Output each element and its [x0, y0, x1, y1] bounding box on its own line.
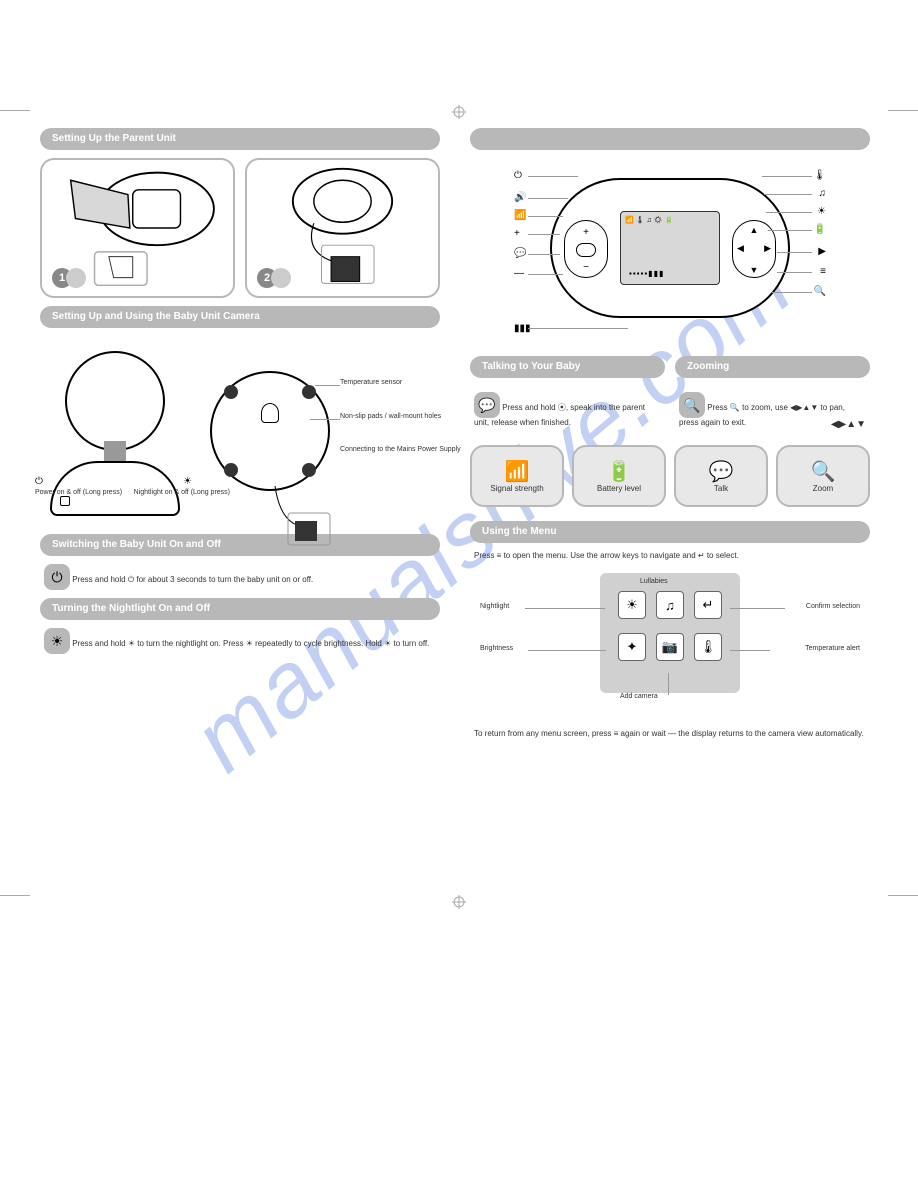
tile-signal: 📶 Signal strength	[470, 445, 564, 507]
menu-intro: Press ≡ to open the menu. Use the arrow …	[474, 551, 866, 561]
lbl-sun-icon: ☀	[817, 206, 826, 217]
tile-label: Zoom	[813, 484, 833, 493]
lbl-power-icon: ⏻	[514, 170, 522, 181]
crop-mark	[0, 110, 30, 111]
power-icon: ⏻	[35, 476, 43, 487]
section-parent-unit	[470, 128, 870, 150]
menu-temp-icon: 🌡	[694, 633, 722, 661]
camera-diagram: ⏻ ☀ Power on & off (Long press) Nightlig…	[40, 336, 440, 526]
tile-label: Signal strength	[490, 484, 543, 493]
step-badge-1: 1	[52, 268, 80, 288]
zoom-note: 🔍 Press 🔍 to zoom, use ◀▶▲▼ to pan, pres…	[679, 392, 866, 431]
camera-front-view: ⏻ ☀ Power on & off (Long press) Nightlig…	[40, 341, 190, 521]
power-desc: Press and hold ⏻ for about 3 seconds to …	[72, 575, 313, 584]
zoom-icon: 🔍	[811, 459, 836, 484]
step-dot	[66, 268, 86, 288]
lbl-temp-icon: 🌡	[813, 170, 826, 181]
lbl-speaker-icon: 🔊	[514, 192, 526, 203]
talk-icon: 💬	[709, 459, 734, 484]
label-enter: Confirm selection	[806, 603, 860, 610]
nav-arrows-icon: ◀▶▲▼	[831, 418, 866, 431]
section-menu: Using the Menu	[470, 521, 870, 543]
lbl-plus-icon: +	[514, 228, 520, 239]
menu-footer: To return from any menu screen, press ≡ …	[474, 729, 866, 739]
section-camera-setup: Setting Up and Using the Baby Unit Camer…	[40, 306, 440, 328]
menu-camera-icon: 📷	[656, 633, 684, 661]
section-talk: Talking to Your Baby	[470, 356, 665, 378]
nightlight-desc: Press and hold ☀ to turn the nightlight …	[72, 639, 429, 648]
label-nightlight: Nightlight	[480, 603, 509, 610]
talk-note: 💬 Press and hold ⦿, speak into the paren…	[474, 392, 661, 431]
setup-panels: 1 2	[40, 158, 440, 298]
menu-enter-icon: ↵	[694, 591, 722, 619]
power-text: ⏻ Press and hold ⏻ for about 3 seconds t…	[44, 564, 436, 590]
crop-mark	[888, 110, 918, 111]
section-zoom: Zooming	[675, 356, 870, 378]
left-column: Setting Up the Parent Unit 1	[40, 120, 440, 746]
nightlight-icon-btn: ☀	[44, 628, 70, 654]
reg-mark-bottom	[452, 895, 466, 911]
power-icon-btn: ⏻	[44, 564, 70, 590]
tile-battery: 🔋 Battery level	[572, 445, 666, 507]
menu-nightlight-icon: ☀	[618, 591, 646, 619]
panel-step1: 1	[40, 158, 235, 298]
lbl-nav-icon: ▶	[818, 246, 826, 257]
panel-step2: 2	[245, 158, 440, 298]
plug-illustration	[270, 481, 340, 551]
tile-label: Talk	[714, 484, 728, 493]
nightlight-icon: ☀	[183, 476, 192, 487]
tile-talk: 💬 Talk	[674, 445, 768, 507]
label-brightness: Brightness	[480, 645, 513, 652]
menu-diagram: ☀ ♫ ↵ ✦ 📷 🌡 Nightlight Confirm selection…	[470, 573, 870, 723]
camera-bottom-view: Temperature sensor Non-slip pads / wall-…	[210, 371, 330, 491]
lbl-talk-icon: 💬	[514, 248, 526, 259]
menu-lullaby-icon: ♫	[656, 591, 684, 619]
label-plug: Connecting to the Mains Power Supply	[340, 446, 461, 453]
right-column: 📶 🌡 ♫ ☀ 🔋 ▪▪▪▪▪▮▮▮ + − ▲ ◀ ▶ ▼ ⏻ 🔊 📶	[470, 120, 870, 746]
lbl-zoom-icon: 🔍	[814, 286, 826, 297]
tile-zoom: 🔍 Zoom	[776, 445, 870, 507]
menu-brightness-icon: ✦	[618, 633, 646, 661]
lbl-signal-icon: 📶	[514, 210, 526, 221]
label-temp-sensor: Temperature sensor	[340, 379, 402, 386]
label-feet: Non-slip pads / wall-mount holes	[340, 413, 441, 420]
crop-mark	[888, 895, 918, 896]
icon-legend-tiles: 📶 Signal strength 🔋 Battery level 💬 Talk…	[470, 445, 870, 507]
crop-mark	[0, 895, 30, 896]
talk-icon-btn: 💬	[474, 392, 500, 418]
zoom-icon-btn: 🔍	[679, 392, 705, 418]
talk-desc: Press and hold ⦿, speak into the parent …	[474, 403, 645, 427]
monitor-diagram: 📶 🌡 ♫ ☀ 🔋 ▪▪▪▪▪▮▮▮ + − ▲ ◀ ▶ ▼ ⏻ 🔊 📶	[470, 158, 870, 348]
section-parent-setup: Setting Up the Parent Unit	[40, 128, 440, 150]
reg-mark-top	[452, 105, 466, 121]
label-camera: Add camera	[620, 693, 658, 700]
nightlight-text: ☀ Press and hold ☀ to turn the nightligh…	[44, 628, 436, 654]
section-nightlight: Turning the Nightlight On and Off	[40, 598, 440, 620]
step-dot	[271, 268, 291, 288]
lbl-menu-icon: ≡	[820, 266, 826, 277]
label-power: Power on & off (Long press)	[35, 489, 122, 496]
label-lullaby: Lullabies	[640, 578, 668, 585]
signal-icon: 📶	[505, 459, 530, 484]
label-temp: Temperature alert	[805, 645, 860, 652]
step-badge-2: 2	[257, 268, 285, 288]
section-power-onoff: Switching the Baby Unit On and Off	[40, 534, 440, 556]
tile-label: Battery level	[597, 484, 641, 493]
lbl-music-icon: ♫	[819, 188, 827, 199]
lbl-minus-icon: —	[514, 268, 524, 279]
battery-icon: 🔋	[607, 459, 632, 484]
lbl-battery-icon: 🔋	[814, 224, 826, 235]
